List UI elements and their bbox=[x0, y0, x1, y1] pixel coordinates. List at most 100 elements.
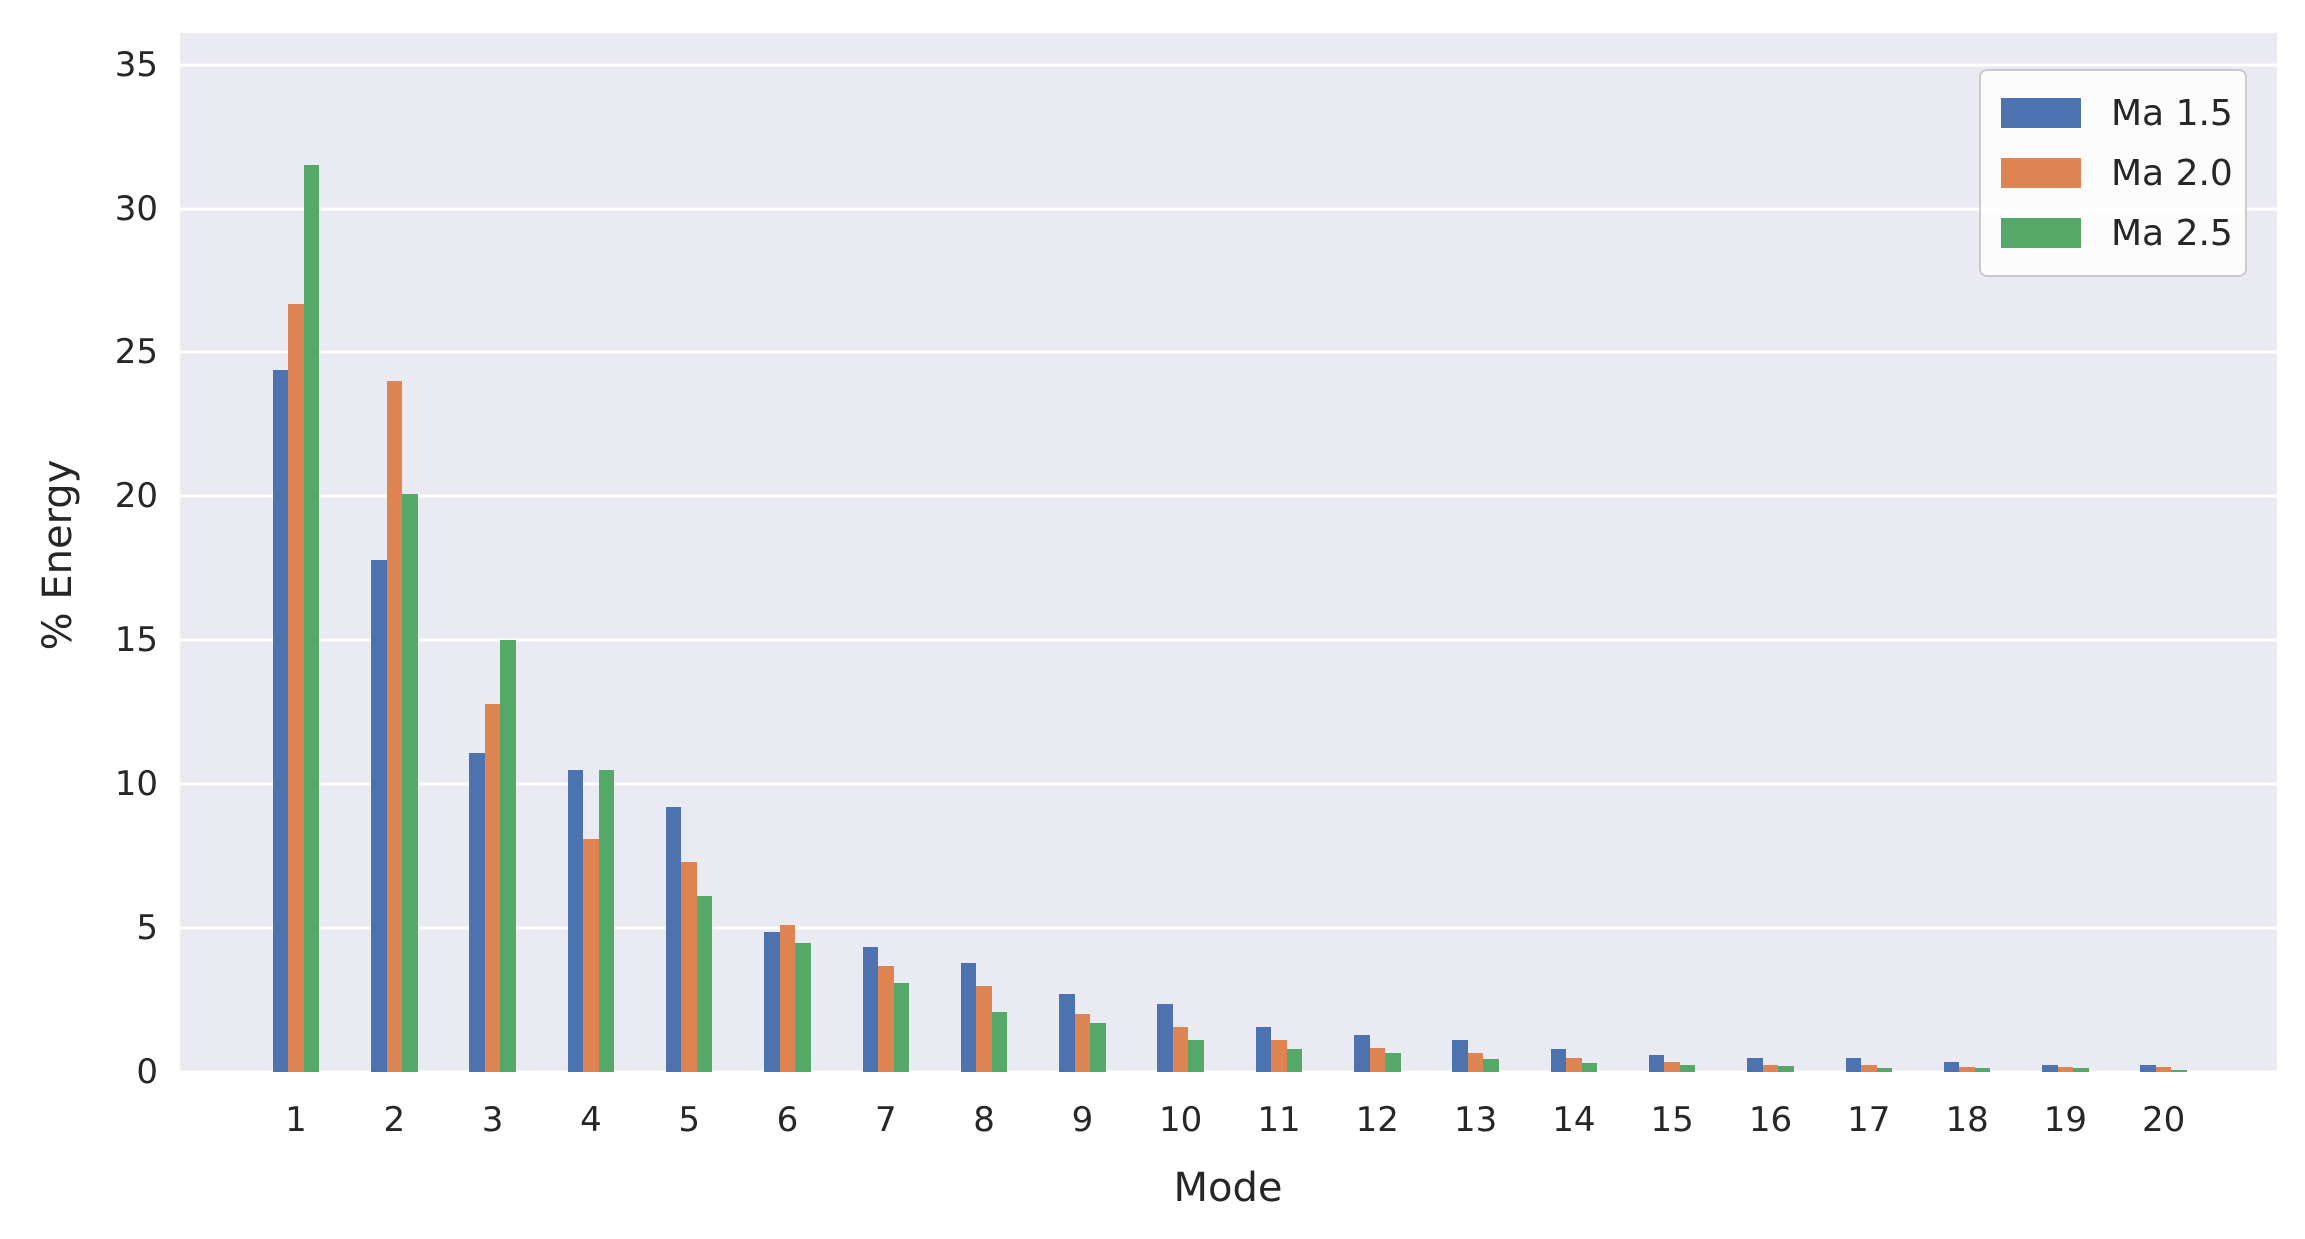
y-tick-label: 0 bbox=[136, 1052, 158, 1092]
bar bbox=[583, 838, 599, 1072]
bar bbox=[696, 896, 713, 1072]
bar bbox=[1861, 1064, 1877, 1072]
bar bbox=[288, 303, 304, 1072]
x-tick-label: 7 bbox=[874, 1100, 897, 1140]
bar bbox=[1581, 1063, 1598, 1072]
x-tick-label: 9 bbox=[1071, 1100, 1094, 1140]
y-tick-label: 35 bbox=[114, 44, 158, 85]
x-tick-label: 10 bbox=[1159, 1100, 1203, 1140]
bar bbox=[1467, 1053, 1484, 1072]
gridline bbox=[180, 638, 2277, 642]
gridline bbox=[180, 63, 2277, 67]
gridline bbox=[180, 782, 2277, 786]
bar bbox=[1271, 1040, 1287, 1072]
bar bbox=[878, 965, 894, 1072]
bar bbox=[1845, 1057, 1862, 1072]
bar bbox=[371, 559, 387, 1072]
bar bbox=[1566, 1057, 1582, 1072]
x-tick-label: 17 bbox=[1847, 1100, 1891, 1140]
x-tick-label: 16 bbox=[1748, 1100, 1793, 1140]
bar bbox=[665, 807, 682, 1072]
bar bbox=[1959, 1066, 1975, 1072]
y-tick-label: 20 bbox=[114, 476, 158, 517]
x-tick-label: 11 bbox=[1257, 1100, 1301, 1140]
bar bbox=[2042, 1064, 2058, 1072]
x-tick-label: 15 bbox=[1650, 1100, 1694, 1140]
bar bbox=[1074, 1014, 1091, 1072]
y-tick-label: 25 bbox=[114, 332, 158, 373]
bar bbox=[1679, 1064, 1696, 1072]
y-axis-label: % Energy bbox=[35, 459, 81, 651]
y-tick-label: 15 bbox=[114, 620, 158, 661]
bar bbox=[1943, 1061, 1960, 1072]
bar bbox=[1188, 1040, 1204, 1072]
bar bbox=[386, 381, 403, 1072]
bar bbox=[272, 369, 289, 1072]
y-tick-label: 5 bbox=[136, 908, 158, 949]
bar bbox=[2155, 1067, 2172, 1072]
legend-item: Ma 1.5 bbox=[1981, 83, 2245, 143]
bar bbox=[500, 640, 516, 1072]
plot-area: Ma 1.5 Ma 2.0 Ma 2.5 bbox=[180, 33, 2277, 1074]
legend-swatch-ma-2-5 bbox=[2001, 218, 2081, 248]
bar bbox=[1762, 1064, 1779, 1072]
bar bbox=[2171, 1070, 2187, 1072]
bar bbox=[1059, 994, 1075, 1072]
bar bbox=[1090, 1023, 1106, 1072]
bar bbox=[2073, 1067, 2089, 1072]
bar bbox=[1778, 1066, 1794, 1072]
bar bbox=[1354, 1034, 1370, 1072]
x-tick-label: 4 bbox=[580, 1100, 602, 1140]
x-tick-label: 13 bbox=[1453, 1100, 1498, 1140]
legend-swatch-ma-1-5 bbox=[2001, 98, 2081, 128]
legend-label: Ma 1.5 bbox=[2111, 92, 2233, 134]
legend-item: Ma 2.5 bbox=[1981, 203, 2245, 263]
bar bbox=[779, 925, 796, 1072]
bar bbox=[303, 165, 320, 1072]
legend-label: Ma 2.5 bbox=[2111, 212, 2233, 254]
legend-swatch-ma-2-0 bbox=[2001, 158, 2081, 188]
bar bbox=[484, 703, 501, 1072]
bar bbox=[1452, 1040, 1468, 1072]
bar bbox=[795, 942, 811, 1072]
x-tick-label: 2 bbox=[383, 1100, 406, 1140]
bar bbox=[1157, 1004, 1173, 1072]
legend-item: Ma 2.0 bbox=[1981, 143, 2245, 203]
y-tick-label: 10 bbox=[114, 764, 158, 805]
bar bbox=[2140, 1064, 2156, 1072]
bar bbox=[1369, 1047, 1386, 1072]
x-tick-label: 6 bbox=[776, 1100, 799, 1140]
x-tick-label: 3 bbox=[481, 1100, 504, 1140]
bar bbox=[1385, 1053, 1401, 1072]
bar bbox=[1974, 1067, 1991, 1072]
bar bbox=[1172, 1027, 1189, 1072]
bar bbox=[469, 752, 485, 1072]
bar bbox=[1286, 1048, 1303, 1072]
x-tick-label: 1 bbox=[285, 1100, 307, 1140]
x-tick-label: 19 bbox=[2043, 1100, 2088, 1140]
x-tick-label: 20 bbox=[2142, 1100, 2186, 1140]
bar bbox=[402, 493, 418, 1072]
x-axis-label: Mode bbox=[1173, 1165, 1283, 1211]
x-tick-label: 12 bbox=[1355, 1100, 1399, 1140]
bar bbox=[862, 946, 879, 1072]
bar bbox=[1747, 1057, 1763, 1072]
gridline bbox=[180, 350, 2277, 354]
bar bbox=[960, 962, 977, 1072]
bar bbox=[681, 861, 697, 1072]
bar bbox=[1255, 1027, 1272, 1072]
bar bbox=[991, 1011, 1008, 1072]
x-tick-label: 5 bbox=[678, 1100, 700, 1140]
bar bbox=[1648, 1054, 1665, 1072]
y-tick-label: 30 bbox=[114, 188, 158, 229]
bar bbox=[976, 985, 992, 1072]
bar bbox=[1550, 1048, 1567, 1072]
bar bbox=[2057, 1067, 2074, 1072]
legend: Ma 1.5 Ma 2.0 Ma 2.5 bbox=[1979, 69, 2247, 277]
x-tick-label: 18 bbox=[1945, 1100, 1989, 1140]
bar bbox=[1664, 1061, 1680, 1072]
x-tick-label: 8 bbox=[973, 1100, 995, 1140]
gridline bbox=[180, 1070, 2277, 1074]
bar bbox=[1876, 1067, 1893, 1072]
